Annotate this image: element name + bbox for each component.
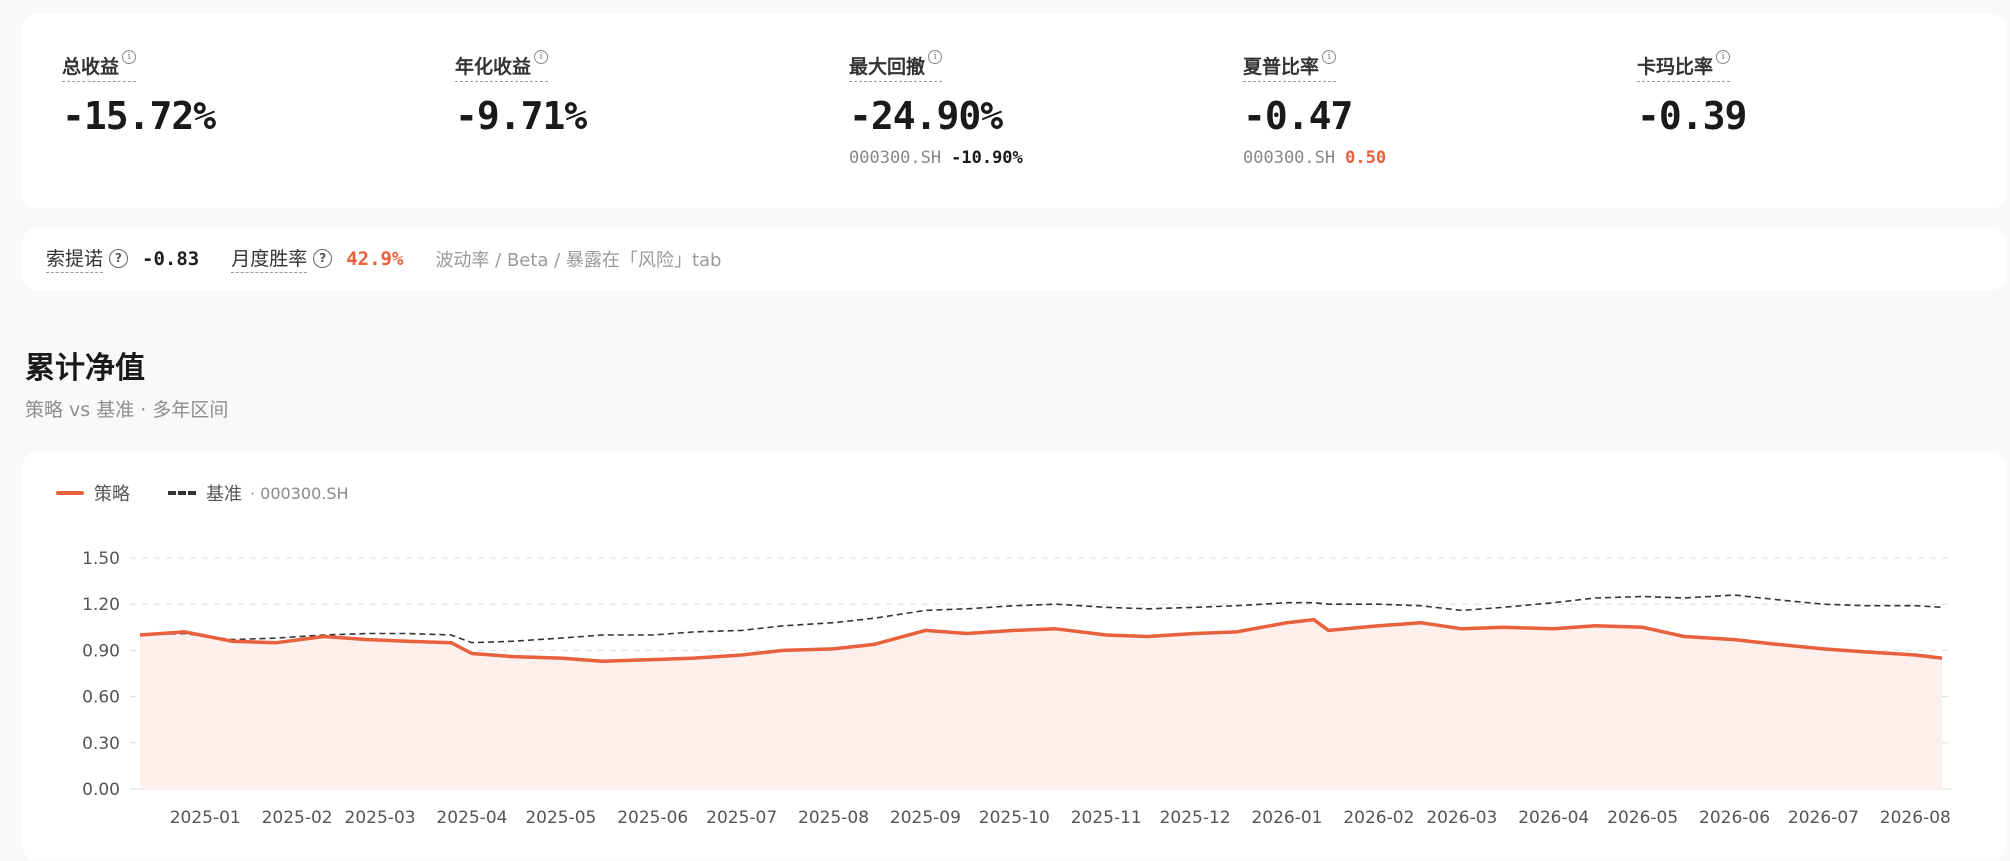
metric-value: -9.71%: [455, 94, 587, 138]
winrate-value: 42.9%: [346, 247, 404, 270]
y-tick-label: 0.30: [82, 734, 120, 754]
metric-max-drawdown: 最大回撤 i -24.90% 000300.SH -10.90%: [849, 50, 1229, 168]
metric-label: 夏普比率: [1243, 56, 1320, 78]
legend-swatch-benchmark: [168, 491, 196, 495]
metric-value: -0.39: [1637, 94, 1747, 138]
help-icon[interactable]: ?: [109, 249, 129, 268]
x-tick-label: 2025-09: [890, 808, 961, 828]
metric-benchmark-row: 000300.SH -10.90%: [849, 148, 1229, 168]
y-tick-label: 0.60: [82, 688, 120, 708]
strategy-series-line: [139, 617, 1943, 663]
metric-calmar-ratio: 卡玛比率 i -0.39: [1637, 50, 2010, 138]
metric-total-return: 总收益 i -15.72%: [62, 50, 442, 138]
y-tick-label: 0.00: [82, 780, 120, 800]
x-tick-label: 2025-01: [170, 808, 241, 828]
winrate-label[interactable]: 月度胜率: [231, 244, 308, 273]
benchmark-code: 000300.SH: [1243, 148, 1336, 168]
sortino-value: -0.83: [142, 247, 200, 270]
x-tick-label: 2026-01: [1251, 808, 1322, 828]
section-subtitle: 策略 vs 基准 · 多年区间: [25, 399, 229, 421]
nav-chart-card: 策略 基准 · 000300.SH 0.00 0.30 0.60 0.90 1.20 1.…: [22, 452, 2006, 860]
x-tick-label: 2025-08: [798, 808, 869, 828]
x-tick-label: 2025-11: [1071, 808, 1142, 828]
x-tick-label: 2025-07: [706, 808, 777, 828]
risk-tab-note: 波动率 / Beta / 暴露在「风险」tab: [435, 249, 722, 271]
secondary-metrics-row: 索提诺 ? -0.83 月度胜率 ? 42.9% 波动率 / Beta / 暴露…: [46, 244, 721, 273]
metric-label: 最大回撤: [849, 56, 926, 78]
metric-label: 总收益: [62, 56, 120, 78]
legend-swatch-strategy: [56, 491, 84, 495]
x-axis: 2025-01 2025-02 2025-03 2025-04 2025-05 2025-…: [170, 808, 1951, 828]
x-tick-label: 2025-06: [617, 808, 688, 828]
metric-annual-return: 年化收益 i -9.71%: [455, 50, 835, 138]
x-tick-label: 2026-06: [1699, 808, 1770, 828]
x-tick-label: 2025-10: [979, 808, 1050, 828]
info-icon[interactable]: i: [122, 50, 137, 64]
info-icon[interactable]: i: [1716, 50, 1731, 64]
benchmark-value: 0.50: [1345, 148, 1387, 168]
info-icon[interactable]: i: [534, 50, 549, 64]
metric-label: 年化收益: [455, 56, 532, 78]
legend-label-strategy[interactable]: 策略: [94, 484, 130, 505]
benchmark-code: 000300.SH: [849, 148, 942, 168]
x-tick-label: 2025-05: [525, 808, 596, 828]
metric-label-wrap[interactable]: 总收益 i: [62, 50, 137, 82]
x-tick-label: 2026-08: [1880, 808, 1951, 828]
section-title: 累计净值: [25, 351, 145, 386]
metrics-card: 总收益 i -15.72% 年化收益 i -9.71% 最大回撤 i -24.90% …: [22, 14, 2006, 208]
metric-label-wrap[interactable]: 最大回撤 i: [849, 50, 943, 82]
legend-benchmark-suffix: · 000300.SH: [250, 483, 349, 503]
y-tick-label: 1.50: [82, 549, 120, 569]
y-axis: 0.00 0.30 0.60 0.90 1.20 1.50: [82, 549, 120, 800]
metric-label-wrap[interactable]: 卡玛比率 i: [1637, 50, 1731, 82]
x-tick-label: 2026-03: [1426, 808, 1497, 828]
benchmark-value: -10.90%: [951, 148, 1023, 168]
benchmark-series-line: [139, 594, 1943, 644]
y-tick-label: 0.90: [82, 641, 120, 661]
info-icon[interactable]: i: [1322, 50, 1337, 64]
help-icon[interactable]: ?: [313, 249, 333, 268]
info-icon[interactable]: i: [928, 50, 943, 64]
metric-value: -0.47: [1243, 94, 1353, 138]
metric-sharpe-ratio: 夏普比率 i -0.47 000300.SH 0.50: [1243, 50, 1623, 168]
metric-label-wrap[interactable]: 年化收益 i: [455, 50, 549, 82]
nav-chart[interactable]: 0.000.300.600.901.201.50 2025-01 2025-02 2…: [22, 452, 2006, 860]
x-tick-label: 2025-04: [436, 808, 507, 828]
x-tick-label: 2026-04: [1518, 808, 1589, 828]
secondary-metrics-card: 索提诺 ? -0.83 月度胜率 ? 42.9% 波动率 / Beta / 暴露…: [22, 228, 2006, 290]
metric-benchmark-row: 000300.SH 0.50: [1243, 148, 1623, 168]
metric-value: -24.90%: [849, 94, 1003, 138]
x-tick-label: 2026-07: [1788, 808, 1859, 828]
metric-label-wrap[interactable]: 夏普比率 i: [1243, 50, 1337, 82]
metric-label: 卡玛比率: [1637, 56, 1714, 78]
y-tick-label: 1.20: [82, 595, 120, 615]
x-tick-label: 2026-02: [1343, 808, 1414, 828]
x-tick-label: 2026-05: [1607, 808, 1678, 828]
metric-value: -15.72%: [62, 94, 216, 138]
chart-legend: 策略 基准 · 000300.SH: [56, 480, 349, 506]
x-tick-label: 2025-03: [345, 808, 416, 828]
legend-label-benchmark[interactable]: 基准: [206, 484, 242, 505]
x-tick-label: 2025-12: [1160, 808, 1231, 828]
strategy-area: [140, 619, 1942, 789]
x-tick-label: 2025-02: [262, 808, 333, 828]
sortino-label[interactable]: 索提诺: [46, 244, 104, 273]
